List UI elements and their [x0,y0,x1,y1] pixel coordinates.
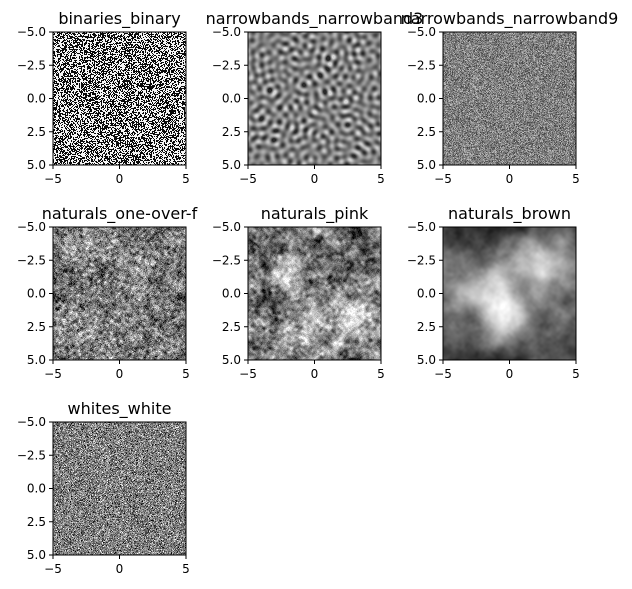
panel-6: whites_white −5 0 5 −5.0 −2.5 0.0 2.5 5.0 [17,399,190,576]
y-tick-label: −2.5 [212,58,241,72]
y-tick-label: 0.0 [417,287,436,301]
heatmap-image [248,32,381,165]
panel-0: binaries_binary −5 0 5 −5.0 −2.5 0.0 2.5 5.0 [17,9,190,186]
y-tick-label: 5.0 [222,158,241,172]
panel-title: binaries_binary [58,9,180,29]
y-tick-label: 2.5 [417,320,436,334]
y-tick-label: 0.0 [222,92,241,106]
x-tick-label: −5 [44,562,62,576]
x-tick-label: −5 [239,172,257,186]
x-tick-label: −5 [434,367,452,381]
y-tick-label: −5.0 [17,25,46,39]
y-tick-label: 2.5 [222,125,241,139]
x-tick-label: 5 [572,367,580,381]
heatmap-image [53,227,186,360]
y-tick-label: −5.0 [212,25,241,39]
y-tick-label: 0.0 [417,92,436,106]
x-tick-label: 5 [182,172,190,186]
heatmap-image [53,422,186,555]
y-tick-label: 0.0 [27,92,46,106]
y-tick-label: 0.0 [27,482,46,496]
y-tick-label: 5.0 [27,353,46,367]
y-tick-label: 5.0 [417,353,436,367]
y-tick-label: −5.0 [17,220,46,234]
panel-2: narrowbands_narrowband9 −5 0 5 −5.0 −2.5 0.0 2.… [401,9,619,186]
y-tick-label: 5.0 [222,353,241,367]
panel-3: naturals_one-over-f −5 0 5 −5.0 −2.5 0.0 2.5 5.0 [17,204,198,381]
panel-4: naturals_pink −5 0 5 −5.0 −2.5 0.0 2.5 5.0 [212,204,385,381]
y-tick-label: 2.5 [27,320,46,334]
y-tick-label: −2.5 [407,253,436,267]
y-tick-label: −2.5 [17,448,46,462]
y-tick-label: −2.5 [407,58,436,72]
x-tick-label: −5 [44,172,62,186]
y-tick-label: −5.0 [407,220,436,234]
panel-title: naturals_pink [261,204,369,224]
panel-title: whites_white [68,399,172,419]
heatmap-image [53,32,186,165]
panel-title: narrowbands_narrowband9 [401,9,619,29]
x-tick-label: 0 [116,367,124,381]
x-tick-label: −5 [44,367,62,381]
y-tick-label: 0.0 [27,287,46,301]
x-tick-label: 5 [377,172,385,186]
y-tick-label: 5.0 [27,548,46,562]
x-tick-label: 0 [116,172,124,186]
x-tick-label: 5 [182,562,190,576]
x-tick-label: 5 [572,172,580,186]
x-tick-label: −5 [239,367,257,381]
heatmap-image [443,227,576,360]
x-tick-label: 5 [377,367,385,381]
panel-title: naturals_brown [448,204,571,224]
y-tick-label: 2.5 [27,125,46,139]
y-tick-label: −5.0 [212,220,241,234]
panel-title: naturals_one-over-f [42,204,198,224]
panel-5: naturals_brown −5 0 5 −5.0 −2.5 0.0 2.5 5.0 [407,204,580,381]
y-tick-label: −2.5 [212,253,241,267]
heatmap-image [248,227,381,360]
x-tick-label: 5 [182,367,190,381]
y-tick-label: −2.5 [17,58,46,72]
x-tick-label: 0 [311,367,319,381]
y-tick-label: 0.0 [222,287,241,301]
panel-1: narrowbands_narrowband3 −5 0 5 −5.0 −2.5 0.0 2.… [206,9,424,186]
x-tick-label: 0 [116,562,124,576]
x-tick-label: 0 [506,172,514,186]
heatmap-image [443,32,576,165]
x-tick-label: −5 [434,172,452,186]
y-tick-label: 5.0 [27,158,46,172]
y-tick-label: 2.5 [222,320,241,334]
x-tick-label: 0 [311,172,319,186]
y-tick-label: −2.5 [17,253,46,267]
x-tick-label: 0 [506,367,514,381]
y-tick-label: 2.5 [27,515,46,529]
y-tick-label: −5.0 [17,415,46,429]
panel-title: narrowbands_narrowband3 [206,9,424,29]
y-tick-label: −5.0 [407,25,436,39]
y-tick-label: 5.0 [417,158,436,172]
y-tick-label: 2.5 [417,125,436,139]
